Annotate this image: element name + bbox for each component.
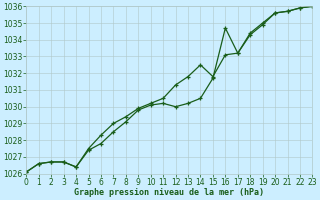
X-axis label: Graphe pression niveau de la mer (hPa): Graphe pression niveau de la mer (hPa)	[74, 188, 264, 197]
